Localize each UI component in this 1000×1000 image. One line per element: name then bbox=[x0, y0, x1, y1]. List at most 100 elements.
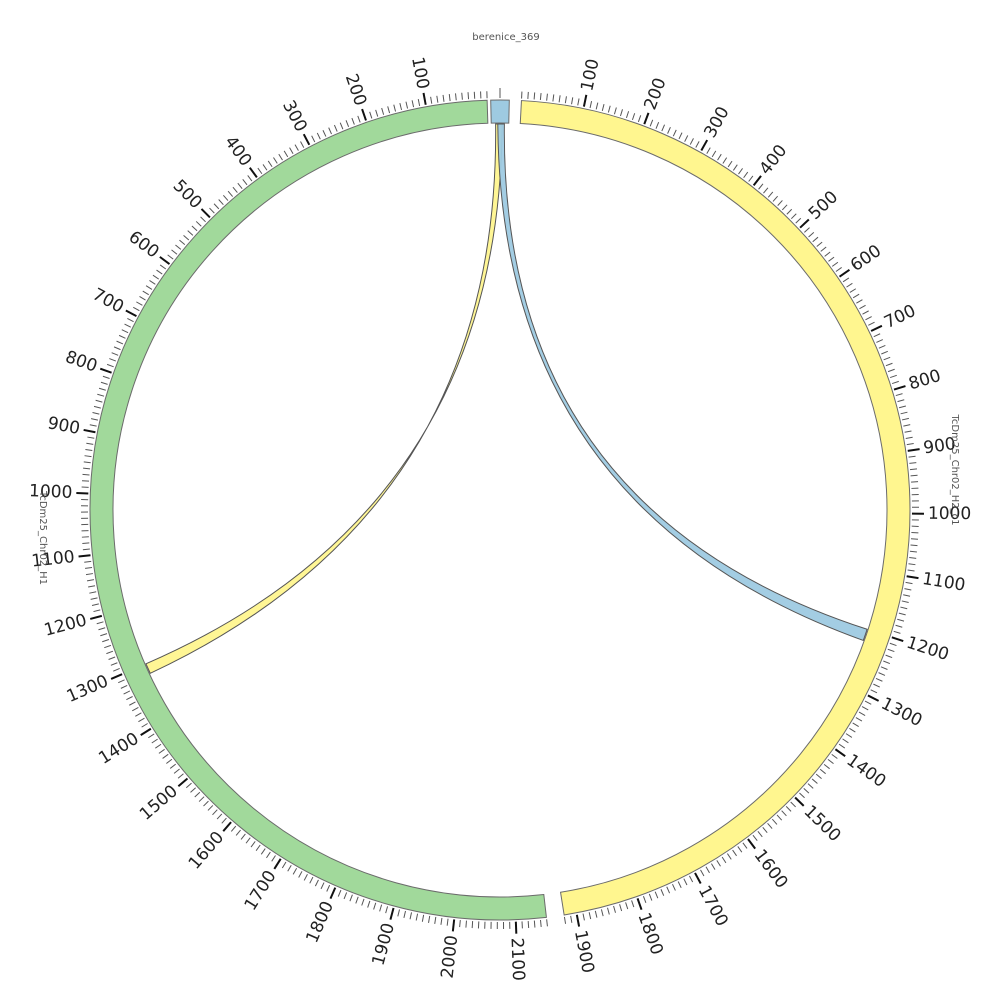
tick-minor bbox=[212, 809, 218, 816]
tick-minor bbox=[705, 866, 710, 874]
tick-minor bbox=[349, 894, 353, 902]
segment-label-berenice: berenice_369 bbox=[472, 32, 539, 43]
tick-minor bbox=[564, 96, 567, 104]
tick-minor bbox=[159, 264, 167, 270]
tick-minor bbox=[455, 93, 457, 101]
tick-minor bbox=[648, 893, 653, 901]
tick-minor bbox=[819, 768, 826, 775]
tick-minor bbox=[625, 902, 629, 910]
tick-minor bbox=[533, 92, 536, 100]
tick-minor bbox=[446, 918, 449, 926]
tick-minor bbox=[91, 603, 99, 606]
tick-label: 700 bbox=[881, 301, 919, 333]
tick-minor bbox=[88, 585, 96, 588]
tick-minor bbox=[343, 892, 348, 900]
tick-label: 400 bbox=[756, 141, 792, 179]
tick-minor bbox=[345, 120, 350, 128]
tick-minor bbox=[880, 666, 888, 670]
tick-minor bbox=[752, 834, 758, 842]
tick-major bbox=[140, 727, 152, 736]
tick-label: 800 bbox=[906, 366, 943, 395]
tick-minor bbox=[820, 246, 827, 252]
tick-major bbox=[248, 167, 258, 178]
tick-label: 2100 bbox=[506, 937, 528, 981]
tick-minor bbox=[588, 912, 592, 920]
tick-label: 300 bbox=[700, 103, 733, 141]
tick-minor bbox=[878, 672, 886, 676]
tick-minor bbox=[209, 207, 215, 214]
tick-minor bbox=[90, 597, 98, 600]
tick-major bbox=[752, 175, 762, 186]
tick-minor bbox=[748, 175, 754, 182]
tick-minor bbox=[607, 907, 610, 915]
tick-minor bbox=[110, 662, 118, 666]
link-ribbon-2 bbox=[497, 123, 868, 642]
tick-label: 1100 bbox=[921, 569, 967, 596]
tick-minor bbox=[93, 405, 101, 409]
tick-minor bbox=[683, 878, 688, 886]
tick-minor bbox=[87, 436, 95, 439]
tick-minor bbox=[601, 103, 605, 112]
tick-minor bbox=[271, 855, 276, 862]
tick-minor bbox=[328, 127, 332, 135]
tick-minor bbox=[654, 891, 659, 899]
tick-minor bbox=[121, 329, 129, 334]
tick-minor bbox=[905, 436, 913, 439]
tick-label: 1600 bbox=[750, 846, 792, 893]
tick-minor bbox=[337, 889, 342, 897]
tick-minor bbox=[815, 773, 822, 780]
tick-minor bbox=[827, 758, 834, 765]
tick-minor bbox=[909, 462, 917, 464]
tick-minor bbox=[421, 914, 425, 922]
tick-minor bbox=[96, 621, 104, 625]
tick-major bbox=[867, 694, 880, 702]
tick-major bbox=[302, 133, 311, 146]
tick-minor bbox=[100, 381, 108, 385]
tick-minor bbox=[190, 787, 196, 793]
tick-minor bbox=[83, 467, 91, 470]
tick-minor bbox=[442, 94, 445, 102]
tick-minor bbox=[885, 654, 893, 659]
tick-label: 1000 bbox=[928, 504, 971, 524]
tick-minor bbox=[807, 783, 814, 789]
tick-minor bbox=[790, 801, 796, 808]
tick-minor bbox=[82, 473, 90, 476]
tick-minor bbox=[732, 164, 738, 171]
tick-minor bbox=[129, 701, 136, 706]
tick-label: 1200 bbox=[904, 633, 951, 665]
tick-minor bbox=[831, 261, 839, 267]
tick-minor bbox=[320, 882, 325, 890]
tick-minor bbox=[141, 723, 148, 728]
tick-label: 100 bbox=[407, 55, 433, 91]
tick-minor bbox=[273, 157, 278, 164]
tick-major bbox=[361, 108, 367, 121]
tick-minor bbox=[185, 782, 192, 789]
tick-minor bbox=[552, 94, 555, 102]
tick-minor bbox=[878, 344, 886, 349]
tick-minor bbox=[245, 837, 251, 844]
tick-minor bbox=[198, 796, 205, 802]
tick-minor bbox=[351, 117, 355, 125]
tick-minor bbox=[607, 105, 611, 113]
tick-minor bbox=[655, 122, 660, 129]
tick-minor bbox=[242, 178, 248, 186]
tick-minor bbox=[459, 920, 461, 928]
tick-minor bbox=[95, 399, 103, 403]
tick-minor bbox=[250, 841, 256, 848]
tick-minor bbox=[179, 239, 186, 246]
tick-minor bbox=[116, 340, 124, 345]
tick-minor bbox=[142, 290, 149, 296]
tick-label: 1900 bbox=[369, 921, 400, 968]
tick-major bbox=[643, 112, 650, 125]
tick-label: 700 bbox=[89, 285, 127, 318]
tick-minor bbox=[737, 846, 743, 853]
tick-minor bbox=[808, 231, 815, 238]
tick-minor bbox=[255, 844, 261, 852]
tick-major bbox=[747, 838, 756, 850]
tick-minor bbox=[123, 690, 131, 695]
segment-tcdm25-chr02-h2-c1 bbox=[519, 100, 911, 916]
tick-minor bbox=[910, 474, 918, 477]
tick-minor bbox=[700, 869, 705, 877]
tick-minor bbox=[300, 141, 305, 148]
tick-minor bbox=[430, 96, 433, 104]
